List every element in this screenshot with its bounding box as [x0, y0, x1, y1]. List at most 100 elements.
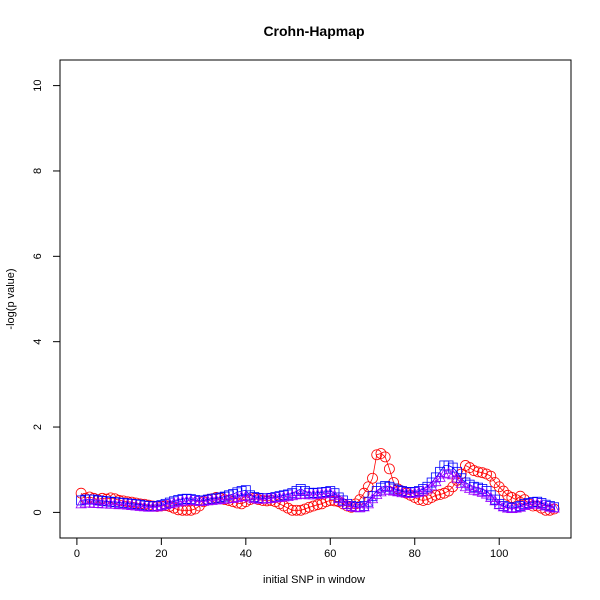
- data-point: [286, 489, 298, 501]
- data-point: [248, 492, 260, 504]
- x-axis-label: initial SNP in window: [263, 574, 365, 586]
- data-point: [227, 492, 239, 503]
- series-layer: [75, 448, 560, 516]
- data-point: [472, 466, 484, 478]
- data-point: [413, 486, 425, 497]
- data-point: [333, 492, 345, 504]
- x-tick-label: 0: [74, 548, 80, 560]
- data-point: [489, 477, 501, 488]
- data-point: [312, 499, 324, 511]
- data-point: [214, 493, 227, 504]
- data-point: [451, 472, 463, 483]
- data-point: [282, 490, 294, 502]
- data-point: [384, 463, 395, 475]
- y-tick-label: 10: [32, 79, 44, 91]
- y-tick-label: 6: [32, 253, 44, 259]
- data-point: [523, 498, 535, 510]
- x-tick-label: 20: [155, 548, 167, 560]
- y-tick-label: 4: [32, 339, 44, 345]
- data-point: [121, 499, 134, 510]
- data-point: [354, 501, 366, 513]
- y-axis: 0 2 4 6 8 10: [32, 79, 61, 515]
- data-point: [235, 490, 248, 502]
- data-point: [159, 498, 172, 510]
- data-point: [290, 489, 303, 500]
- data-point: [261, 492, 273, 504]
- data-point: [362, 498, 374, 509]
- data-point: [164, 498, 176, 509]
- data-point: [117, 498, 130, 510]
- y-tick-label: 0: [32, 509, 44, 515]
- data-point: [371, 488, 383, 499]
- data-point: [83, 497, 96, 508]
- data-point: [151, 501, 163, 512]
- x-tick-label: 60: [324, 548, 336, 560]
- data-point: [447, 481, 459, 493]
- series-3: [75, 467, 560, 513]
- data-point: [295, 504, 307, 516]
- data-point: [371, 449, 383, 461]
- x-tick-label: 40: [240, 548, 252, 560]
- data-point: [447, 469, 459, 480]
- data-point: [480, 488, 493, 499]
- data-point: [92, 497, 104, 508]
- chart-title: Crohn-Hapmap: [263, 23, 364, 39]
- data-point: [126, 499, 138, 510]
- data-point: [375, 486, 387, 497]
- data-point: [147, 501, 159, 512]
- data-point: [493, 481, 505, 493]
- data-point: [257, 493, 269, 504]
- data-point: [202, 495, 214, 506]
- data-point: [514, 501, 527, 512]
- data-point: [417, 485, 429, 496]
- data-point: [134, 500, 146, 511]
- data-point: [265, 492, 277, 503]
- data-point: [138, 501, 151, 512]
- data-point: [307, 489, 320, 500]
- data-point: [286, 504, 298, 516]
- data-point: [295, 488, 307, 499]
- data-point: [468, 465, 480, 476]
- data-point: [197, 495, 210, 506]
- data-point: [172, 496, 184, 507]
- data-point: [210, 494, 222, 505]
- x-tick-label: 100: [490, 548, 508, 560]
- data-point: [421, 483, 434, 494]
- data-point: [130, 500, 142, 511]
- data-point: [206, 494, 218, 505]
- data-point: [438, 468, 450, 479]
- data-point: [75, 498, 87, 509]
- data-point: [396, 486, 408, 498]
- data-point: [185, 494, 197, 505]
- data-point: [498, 485, 509, 497]
- data-point: [223, 492, 235, 504]
- data-point: [320, 487, 332, 499]
- data-point: [337, 495, 349, 507]
- data-point: [489, 495, 501, 506]
- data-point: [485, 491, 497, 502]
- data-point: [303, 501, 315, 513]
- data-point: [358, 501, 370, 512]
- data-point: [485, 470, 497, 482]
- data-point: [269, 492, 282, 503]
- data-point: [409, 487, 421, 498]
- data-point: [307, 500, 319, 512]
- plot-frame: [59, 59, 572, 539]
- data-point: [299, 488, 311, 499]
- data-point: [548, 502, 560, 513]
- data-point: [109, 498, 121, 509]
- data-point: [506, 502, 518, 513]
- data-point: [168, 497, 180, 508]
- data-point: [510, 502, 522, 513]
- y-tick-label: 8: [32, 168, 44, 174]
- data-point: [400, 487, 412, 498]
- y-tick-label: 2: [32, 424, 44, 430]
- data-point: [231, 491, 244, 502]
- data-point: [404, 487, 417, 499]
- data-point: [443, 485, 454, 497]
- data-point: [434, 471, 446, 482]
- data-point: [455, 477, 467, 488]
- data-point: [375, 448, 387, 459]
- data-point: [311, 488, 324, 499]
